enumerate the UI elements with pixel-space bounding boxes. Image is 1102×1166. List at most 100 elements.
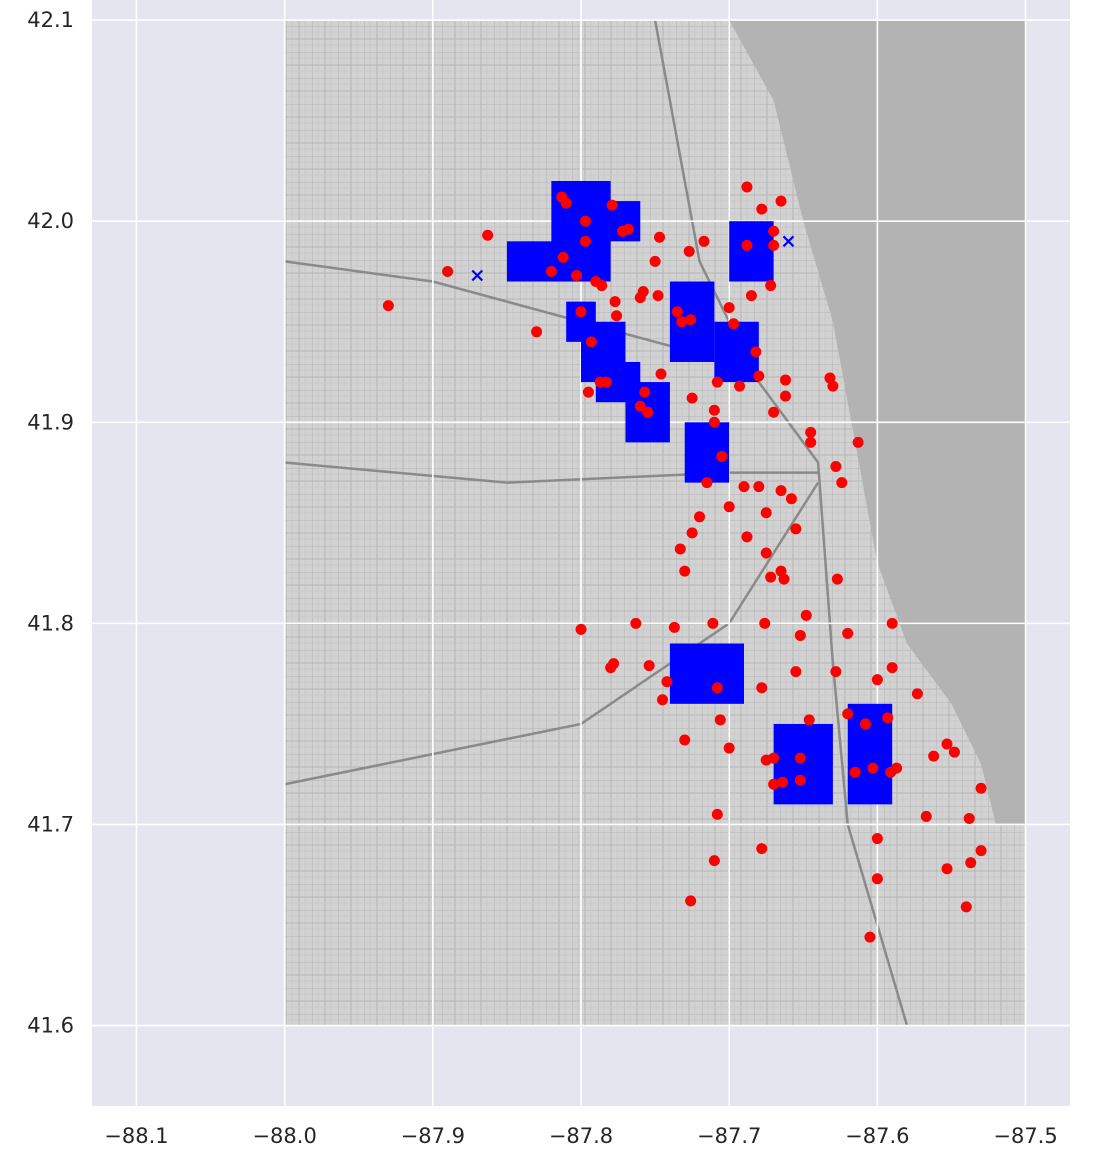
red-point xyxy=(965,857,977,869)
y-tick-label: 41.6 xyxy=(27,1014,74,1038)
red-point xyxy=(482,229,494,241)
red-point xyxy=(711,376,723,388)
x-tick-label: −88.1 xyxy=(104,1124,168,1148)
red-point xyxy=(849,766,861,778)
red-point xyxy=(778,573,790,585)
red-point xyxy=(803,714,815,726)
red-point xyxy=(685,895,697,907)
red-point xyxy=(738,481,750,493)
red-point xyxy=(671,306,683,318)
red-point xyxy=(830,666,842,678)
red-point xyxy=(756,843,768,855)
red-point xyxy=(871,833,883,845)
red-point xyxy=(545,265,557,277)
red-point xyxy=(760,507,772,519)
red-point xyxy=(830,461,842,473)
red-point xyxy=(960,901,972,913)
red-point xyxy=(753,370,765,382)
red-point xyxy=(637,286,649,298)
red-point xyxy=(759,617,771,629)
highway xyxy=(284,260,730,364)
red-point xyxy=(679,565,691,577)
red-point xyxy=(871,674,883,686)
red-point xyxy=(827,380,839,392)
red-point xyxy=(734,380,746,392)
red-point xyxy=(708,416,720,428)
red-point xyxy=(442,265,454,277)
red-point xyxy=(941,863,953,875)
red-point xyxy=(941,738,953,750)
red-point xyxy=(596,280,608,292)
red-point xyxy=(655,368,667,380)
red-point xyxy=(630,617,642,629)
red-point xyxy=(779,374,791,386)
base-map xyxy=(284,19,1026,1026)
blue-x-cluster xyxy=(595,201,641,242)
grid xyxy=(92,0,1070,1106)
red-point xyxy=(676,316,688,328)
red-point xyxy=(975,782,987,794)
x-axis: −88.1 −88.0 −87.9 −87.8 −87.7 −87.6 −87.5 xyxy=(104,1124,1057,1148)
red-point xyxy=(852,436,864,448)
red-point xyxy=(768,778,780,790)
red-point xyxy=(701,477,713,489)
red-point xyxy=(611,310,623,322)
red-point xyxy=(911,688,923,700)
red-point xyxy=(768,406,780,418)
x-tick-label: −87.5 xyxy=(993,1124,1057,1148)
red-point xyxy=(608,658,620,670)
red-point xyxy=(579,215,591,227)
red-point xyxy=(571,269,583,281)
red-point xyxy=(575,623,587,635)
blue-x-marker xyxy=(471,269,484,282)
x-tick-label: −87.6 xyxy=(845,1124,909,1148)
red-point xyxy=(714,714,726,726)
red-point xyxy=(765,280,777,292)
red-point xyxy=(694,511,706,523)
red-point xyxy=(668,621,680,633)
red-point xyxy=(871,873,883,885)
red-point xyxy=(775,485,787,497)
y-tick-label: 41.7 xyxy=(27,812,74,836)
red-point xyxy=(842,708,854,720)
red-point xyxy=(805,426,817,438)
red-point xyxy=(741,531,753,543)
red-point xyxy=(860,718,872,730)
red-point xyxy=(836,477,848,489)
red-point xyxy=(560,197,572,209)
highway xyxy=(284,461,819,484)
red-point xyxy=(768,225,780,237)
red-point xyxy=(723,501,735,513)
x-tick-label: −87.8 xyxy=(549,1124,613,1148)
red-point xyxy=(606,199,618,211)
red-point xyxy=(643,660,655,672)
red-point xyxy=(831,573,843,585)
red-point xyxy=(642,406,654,418)
red-point xyxy=(575,306,587,318)
red-point xyxy=(760,547,772,559)
red-point xyxy=(891,762,903,774)
red-point xyxy=(768,752,780,764)
red-point xyxy=(775,195,787,207)
y-tick-label: 41.9 xyxy=(27,410,74,434)
red-point xyxy=(867,762,879,774)
red-point xyxy=(582,386,594,398)
red-point xyxy=(768,239,780,251)
red-point xyxy=(685,314,697,326)
red-point xyxy=(649,255,661,267)
red-point xyxy=(800,609,812,621)
red-point xyxy=(745,290,757,302)
red-point xyxy=(683,245,695,257)
red-point xyxy=(882,712,894,724)
red-point xyxy=(842,627,854,639)
red-point xyxy=(622,223,634,235)
y-tick-label: 42.0 xyxy=(27,209,74,233)
red-point xyxy=(805,436,817,448)
red-point xyxy=(711,808,723,820)
blue-x-marker xyxy=(782,235,795,248)
red-point xyxy=(741,239,753,251)
red-point xyxy=(920,810,932,822)
red-point xyxy=(686,392,698,404)
red-point xyxy=(716,450,728,462)
y-axis: 41.6 41.7 41.8 41.9 42.0 42.1 xyxy=(27,8,74,1037)
